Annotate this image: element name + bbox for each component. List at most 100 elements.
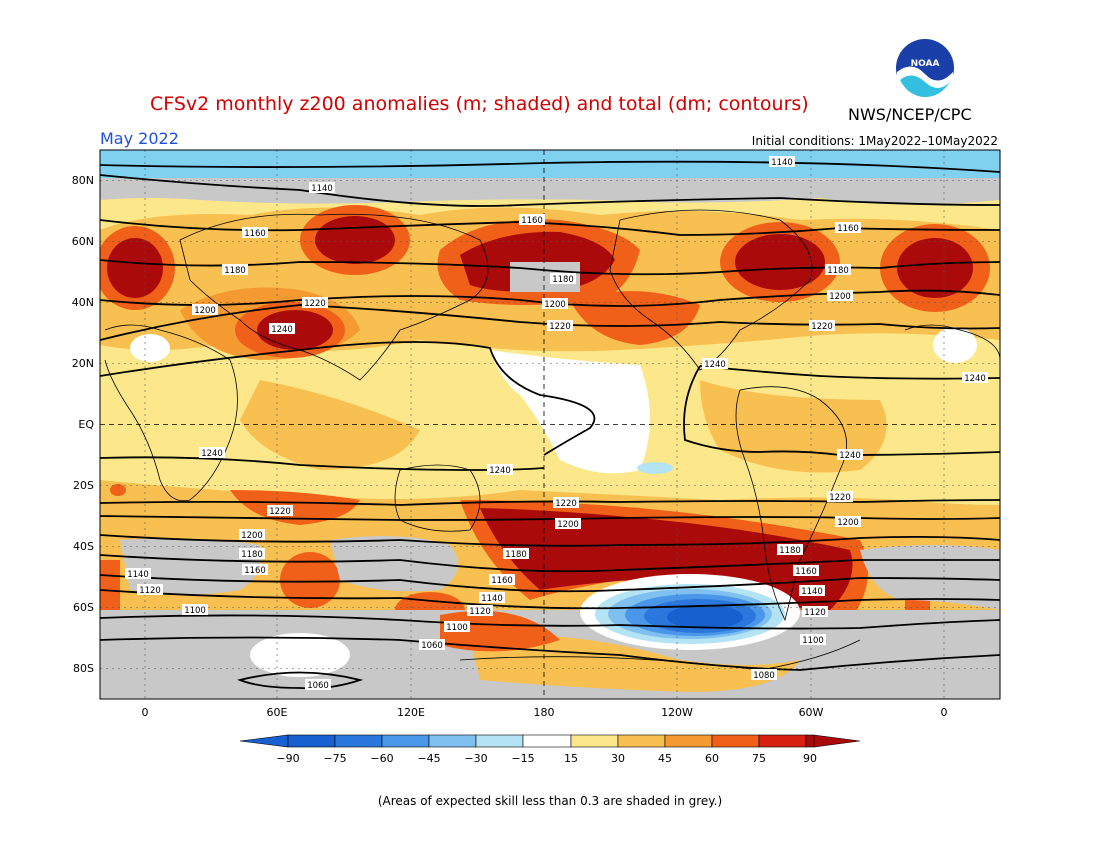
lon-label: 120E [397, 706, 425, 719]
indian-30 [240, 380, 420, 470]
contour-1200 [100, 289, 1000, 307]
svg-text:1160: 1160 [795, 567, 817, 577]
svg-text:1160: 1160 [491, 576, 513, 586]
contour-label: 1180 [239, 548, 265, 560]
svg-text:1140: 1140 [311, 184, 333, 194]
contour-label: 1240 [962, 372, 988, 384]
colorbar-bin [758, 734, 807, 748]
logo-text: NOAA [911, 59, 940, 69]
svg-text:1140: 1140 [801, 587, 823, 597]
europe-west-90 [107, 238, 163, 298]
svg-text:1220: 1220 [549, 322, 571, 332]
svg-text:1240: 1240 [964, 374, 986, 384]
contour-label: 1220 [809, 320, 835, 332]
lat-label: 60S [73, 601, 94, 614]
contour-label: 1100 [444, 621, 470, 633]
grey-sh-2 [330, 536, 458, 592]
colorbar-bin [381, 734, 430, 748]
contour-label: 1160 [489, 574, 515, 586]
svg-text:1160: 1160 [244, 229, 266, 239]
colorbar-label: 60 [705, 752, 719, 765]
contour-label: 1220 [302, 297, 328, 309]
svg-text:1220: 1220 [555, 499, 577, 509]
contour-label-group: 1140 1140 1160 1160 1160 1180 1180 1180 … [125, 156, 988, 691]
contour-label: 1160 [519, 214, 545, 226]
figure-title: CFSv2 monthly z200 anomalies (m; shaded)… [150, 93, 809, 115]
colorbar-low-arrow [239, 734, 289, 748]
southern-neg-90 [667, 605, 743, 629]
colorbar-label: −15 [511, 752, 534, 765]
svg-text:1200: 1200 [194, 306, 216, 316]
lon-label: 0 [142, 706, 149, 719]
colorbar: −90 −75 −60 −45 −30 −15 15 30 45 60 75 9… [239, 734, 861, 765]
colorbar-label: −75 [323, 752, 346, 765]
svg-text:1060: 1060 [421, 641, 443, 651]
colorbar-bin [617, 734, 666, 748]
contour-label: 1200 [827, 290, 853, 302]
grey-sh-3 [860, 545, 1000, 610]
atlantic-neutral [933, 327, 977, 363]
svg-text:1180: 1180 [241, 550, 263, 560]
svg-text:1200: 1200 [829, 292, 851, 302]
colorbar-high-arrow [813, 734, 861, 748]
svg-text:1180: 1180 [552, 275, 574, 285]
svg-text:1120: 1120 [139, 586, 161, 596]
contour-label: 1180 [825, 264, 851, 276]
contour-label: 1060 [305, 679, 331, 691]
svg-text:1160: 1160 [521, 216, 543, 226]
africa-outline [104, 324, 238, 502]
agency-label: NWS/NCEP/CPC [848, 105, 972, 124]
contour-1120-s [100, 589, 1000, 610]
contour-label: 1140 [799, 585, 825, 597]
skill-footnote: (Areas of expected skill less than 0.3 a… [378, 794, 722, 808]
contour-label: 1100 [182, 604, 208, 616]
contour-1240-a [100, 341, 596, 456]
contour-1140-b [100, 174, 1000, 207]
contour-label: 1160 [835, 222, 861, 234]
lat-label: 40S [73, 540, 94, 553]
lon-label: 0 [941, 706, 948, 719]
longitude-labels: 0 60E 120E 180 120W 60W 0 [142, 706, 948, 719]
contour-label: 1060 [419, 639, 445, 651]
svg-text:1080: 1080 [753, 671, 775, 681]
svg-text:1140: 1140 [771, 158, 793, 168]
svg-text:1140: 1140 [127, 570, 149, 580]
month-label: May 2022 [100, 129, 179, 148]
svg-text:1200: 1200 [557, 520, 579, 530]
initial-conditions-label: Initial conditions: 1May2022–10May2022 [752, 134, 998, 148]
lat-label: 20N [72, 357, 94, 370]
contour-label: 1160 [242, 227, 268, 239]
contour-1140-north [100, 160, 1000, 173]
contour-label: 1080 [751, 669, 777, 681]
contour-label: 1120 [467, 605, 493, 617]
contour-label: 1160 [242, 564, 268, 576]
svg-text:1220: 1220 [269, 507, 291, 517]
contour-label: 1240 [199, 447, 225, 459]
contour-label: 1140 [769, 156, 795, 168]
contour-label: 1240 [702, 358, 728, 370]
svg-text:1200: 1200 [837, 518, 859, 528]
lat-label: 60N [72, 235, 94, 248]
tpac-negative [637, 462, 673, 474]
svg-text:1180: 1180 [827, 266, 849, 276]
contour-label: 1220 [827, 491, 853, 503]
svg-text:1160: 1160 [244, 566, 266, 576]
colorbar-bin [664, 734, 713, 748]
contour-1100-s [100, 614, 1000, 630]
colorbar-label: −60 [370, 752, 393, 765]
lat-label: EQ [78, 418, 94, 431]
antarctic-neutral-1 [250, 633, 350, 677]
contour-1240-c [699, 365, 1000, 380]
contour-1180 [100, 259, 1000, 276]
contour-label: 1200 [555, 518, 581, 530]
colorbar-bin [287, 734, 336, 748]
colorbar-bin [570, 734, 619, 748]
contour-label: 1220 [267, 505, 293, 517]
svg-text:1180: 1180 [779, 546, 801, 556]
contour-label: 1160 [793, 565, 819, 577]
svg-text:1060: 1060 [307, 681, 329, 691]
contour-label: 1240 [269, 323, 295, 335]
lon-label: 120W [661, 706, 693, 719]
contour-label: 1140 [125, 568, 151, 580]
colorbar-label: 75 [752, 752, 766, 765]
